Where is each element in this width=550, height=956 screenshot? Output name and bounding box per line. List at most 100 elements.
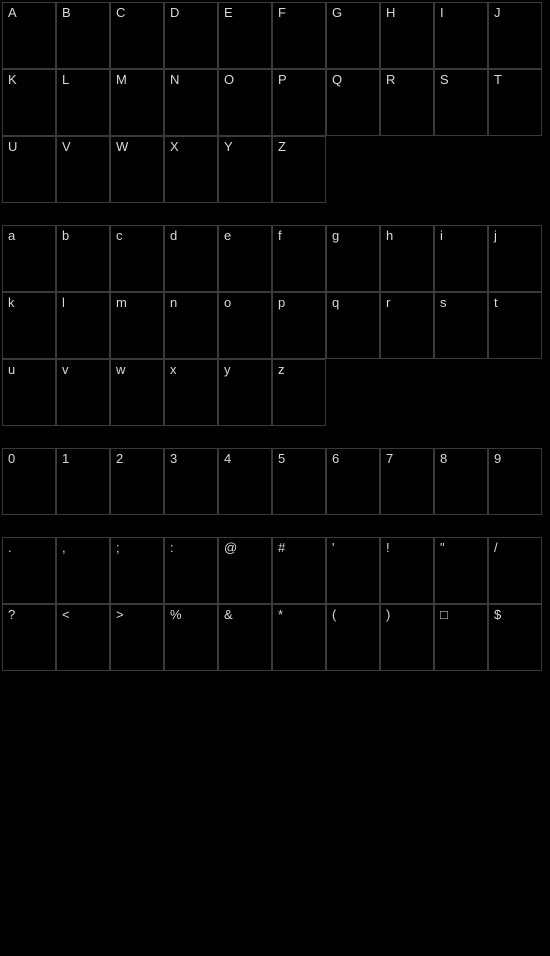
digits-section: 0123456789	[2, 448, 550, 515]
glyph-label: L	[62, 72, 69, 87]
glyph-cell: t	[488, 292, 542, 359]
glyph-cell: d	[164, 225, 218, 292]
glyph-cell: e	[218, 225, 272, 292]
glyph-label: S	[440, 72, 449, 87]
glyph-cell: >	[110, 604, 164, 671]
glyph-label: ?	[8, 607, 15, 622]
glyph-cell: !	[380, 537, 434, 604]
glyph-label: w	[116, 362, 125, 377]
glyph-label: v	[62, 362, 69, 377]
glyph-label: i	[440, 228, 443, 243]
glyph-label: W	[116, 139, 128, 154]
glyph-label: f	[278, 228, 282, 243]
glyph-cell: Y	[218, 136, 272, 203]
glyph-cell: O	[218, 69, 272, 136]
glyph-cell: S	[434, 69, 488, 136]
glyph-cell: D	[164, 2, 218, 69]
glyph-cell: /	[488, 537, 542, 604]
glyph-cell: 9	[488, 448, 542, 515]
glyph-cell: a	[2, 225, 56, 292]
glyph-cell: q	[326, 292, 380, 359]
glyph-label: 5	[278, 451, 285, 466]
glyph-cell: &	[218, 604, 272, 671]
glyph-cell: F	[272, 2, 326, 69]
glyph-label: *	[278, 607, 283, 622]
glyph-label: 4	[224, 451, 231, 466]
glyph-label: 0	[8, 451, 15, 466]
glyph-cell: .	[2, 537, 56, 604]
glyph-label: .	[8, 540, 12, 555]
uppercase-section: ABCDEFGHIJKLMNOPQRSTUVWXYZ	[2, 2, 550, 203]
glyph-cell: □	[434, 604, 488, 671]
glyph-label: q	[332, 295, 339, 310]
glyph-label: I	[440, 5, 444, 20]
glyph-cell: "	[434, 537, 488, 604]
glyph-label: k	[8, 295, 15, 310]
glyph-cell: V	[56, 136, 110, 203]
glyph-label: <	[62, 607, 70, 622]
section-gap	[0, 426, 550, 448]
glyph-cell: 7	[380, 448, 434, 515]
section-gap	[0, 203, 550, 225]
glyph-label: u	[8, 362, 15, 377]
glyph-cell: i	[434, 225, 488, 292]
glyph-cell: 2	[110, 448, 164, 515]
glyph-label: $	[494, 607, 501, 622]
glyph-cell: M	[110, 69, 164, 136]
glyph-label: A	[8, 5, 17, 20]
glyph-cell: n	[164, 292, 218, 359]
glyph-cell: y	[218, 359, 272, 426]
glyph-label: O	[224, 72, 234, 87]
glyph-cell: Z	[272, 136, 326, 203]
glyph-cell: k	[2, 292, 56, 359]
glyph-cell: <	[56, 604, 110, 671]
glyph-label: J	[494, 5, 501, 20]
glyph-label: #	[278, 540, 285, 555]
glyph-label: P	[278, 72, 287, 87]
glyph-label: 2	[116, 451, 123, 466]
glyph-label: l	[62, 295, 65, 310]
glyph-cell: 4	[218, 448, 272, 515]
glyph-label: D	[170, 5, 179, 20]
glyph-cell: J	[488, 2, 542, 69]
glyph-label: B	[62, 5, 71, 20]
glyph-label: (	[332, 607, 336, 622]
glyph-cell: Q	[326, 69, 380, 136]
glyph-label: s	[440, 295, 447, 310]
glyph-cell: E	[218, 2, 272, 69]
glyph-cell: o	[218, 292, 272, 359]
glyph-cell: L	[56, 69, 110, 136]
glyph-cell: B	[56, 2, 110, 69]
glyph-cell: (	[326, 604, 380, 671]
glyph-label: n	[170, 295, 177, 310]
glyph-label: K	[8, 72, 17, 87]
glyph-label: V	[62, 139, 71, 154]
glyph-label: m	[116, 295, 127, 310]
glyph-cell: ;	[110, 537, 164, 604]
glyph-label: !	[386, 540, 390, 555]
glyph-label: j	[494, 228, 497, 243]
glyph-cell: s	[434, 292, 488, 359]
glyph-cell: *	[272, 604, 326, 671]
glyph-label: e	[224, 228, 231, 243]
glyph-cell: p	[272, 292, 326, 359]
lowercase-section: abcdefghijklmnopqrstuvwxyz	[2, 225, 550, 426]
glyph-cell: m	[110, 292, 164, 359]
glyph-label: X	[170, 139, 179, 154]
glyph-label: E	[224, 5, 233, 20]
glyph-cell: j	[488, 225, 542, 292]
glyph-label: 3	[170, 451, 177, 466]
glyph-label: H	[386, 5, 395, 20]
glyph-cell: r	[380, 292, 434, 359]
glyph-label: 8	[440, 451, 447, 466]
glyph-label: 6	[332, 451, 339, 466]
glyph-cell: C	[110, 2, 164, 69]
glyph-label: c	[116, 228, 123, 243]
glyph-label: %	[170, 607, 182, 622]
glyph-cell: f	[272, 225, 326, 292]
glyph-label: d	[170, 228, 177, 243]
glyph-label: Q	[332, 72, 342, 87]
glyph-cell: ?	[2, 604, 56, 671]
glyph-label: z	[278, 362, 285, 377]
glyph-label: G	[332, 5, 342, 20]
